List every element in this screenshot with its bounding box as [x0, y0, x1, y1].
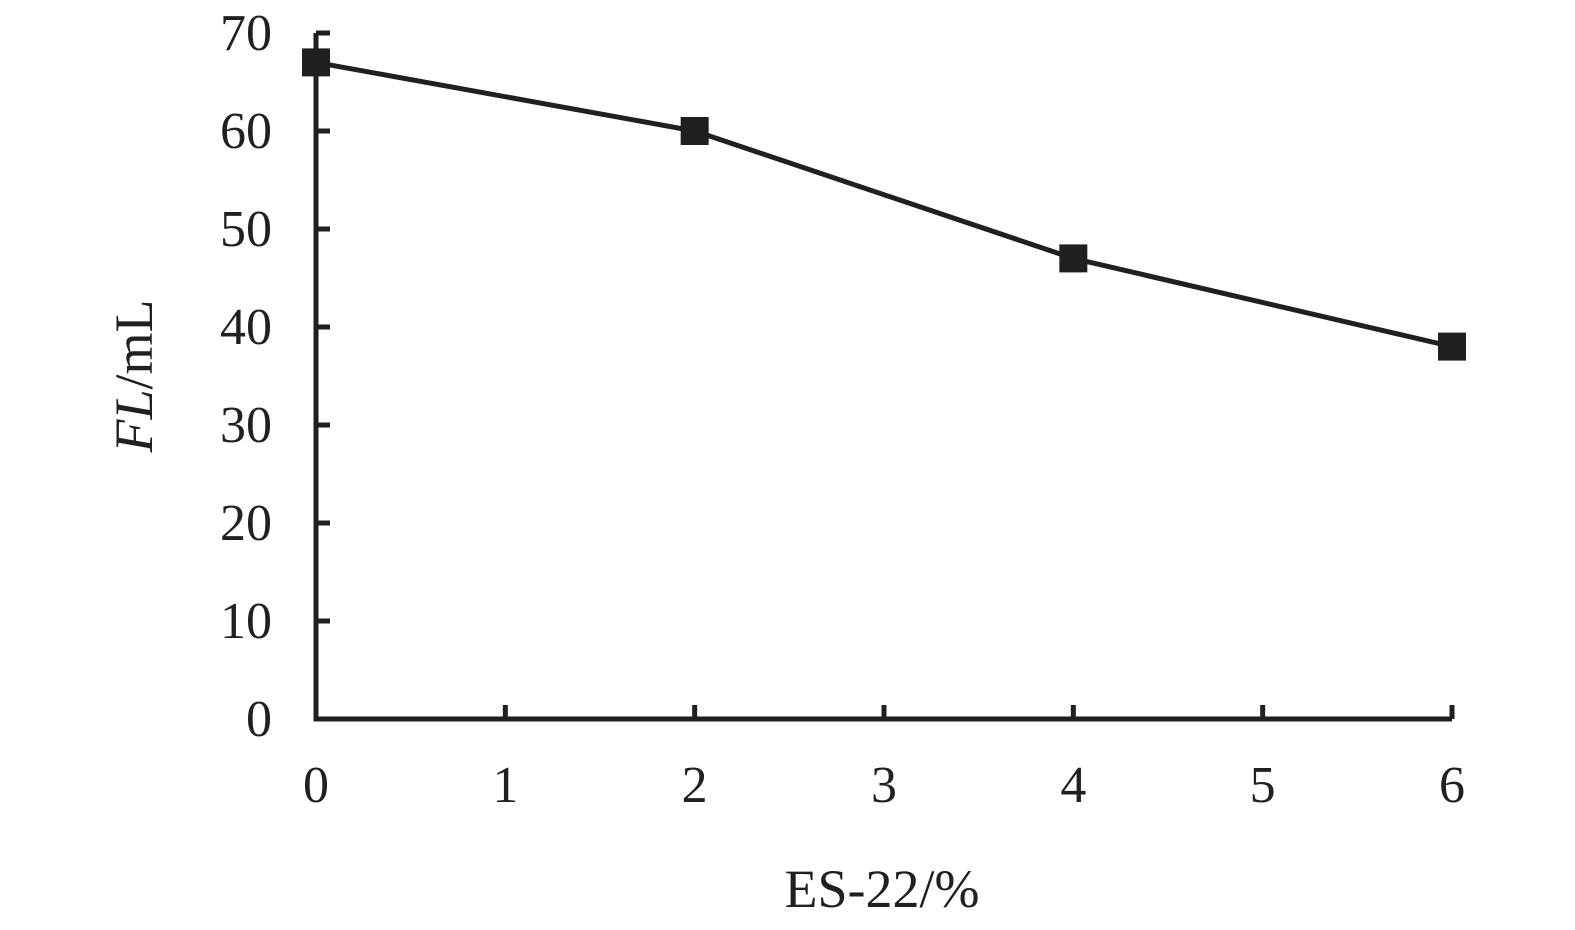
- y-tick-label: 50: [220, 201, 272, 258]
- data-point-marker: [1438, 332, 1466, 361]
- y-axis-ticks: 0 10 20 30 40 50 60 70: [220, 5, 330, 748]
- x-tick-label: 2: [682, 757, 708, 814]
- y-tick-label: 30: [220, 397, 272, 454]
- x-tick-label: 0: [303, 757, 329, 814]
- y-axis-title-variable: FL: [104, 389, 164, 453]
- data-point-marker: [680, 117, 709, 145]
- y-axis-title: FL/mL: [104, 299, 164, 453]
- y-tick-label: 10: [220, 593, 272, 650]
- x-tick-label: 5: [1250, 757, 1276, 814]
- data-point-marker: [1059, 244, 1088, 273]
- series-line: [315, 59, 1453, 350]
- x-tick-label: 3: [871, 757, 897, 814]
- series-layer: [302, 48, 1466, 361]
- y-axis-title-unit: /mL: [104, 299, 164, 389]
- y-tick-label: 20: [220, 495, 272, 552]
- chart-axes: [313, 33, 1452, 722]
- x-tick-label: 4: [1060, 757, 1086, 814]
- x-axis-title: ES-22/%: [785, 859, 980, 919]
- y-tick-label: 60: [220, 103, 272, 160]
- x-tick-label: 1: [492, 757, 518, 814]
- y-tick-label: 40: [220, 299, 272, 356]
- x-tick-label: 6: [1439, 757, 1465, 814]
- data-point-marker: [302, 48, 330, 77]
- x-axis-ticks: 0 1 2 3 4 5 6: [303, 705, 1465, 814]
- y-tick-label: 0: [246, 691, 272, 748]
- y-tick-label: 70: [220, 5, 272, 62]
